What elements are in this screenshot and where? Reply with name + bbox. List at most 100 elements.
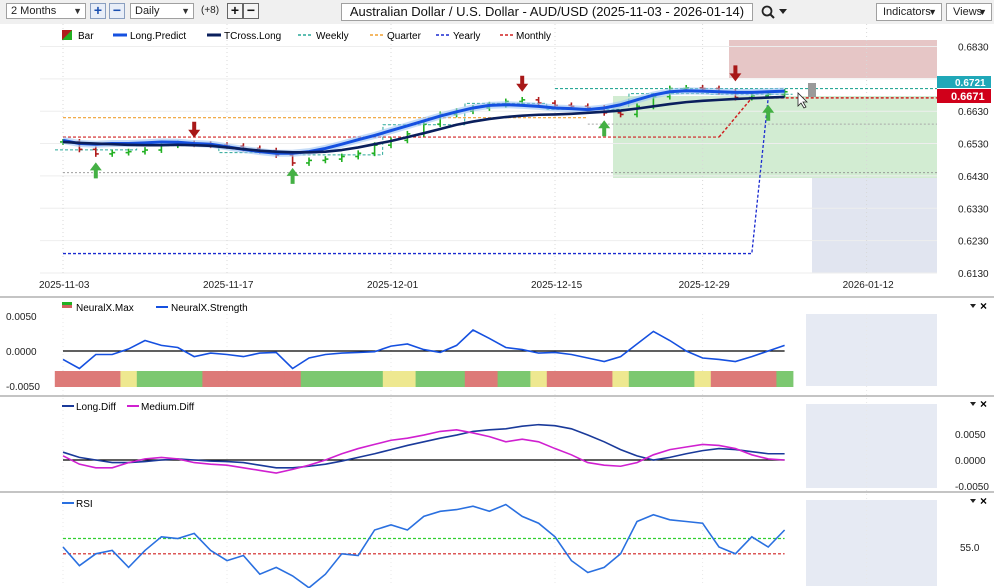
zoom-out-button[interactable]: − <box>109 3 125 19</box>
neuralx-max-block <box>481 371 499 387</box>
prev-price-badge <box>937 76 991 88</box>
forecast-zone <box>806 500 937 586</box>
neuralx-max-block <box>530 371 548 387</box>
y-tick-label: 0.6430 <box>958 172 989 183</box>
neuralx-max-block <box>218 371 236 387</box>
collapse-icon[interactable] <box>970 499 976 503</box>
legend-long-predict: Long.Predict <box>130 31 186 42</box>
neuralx-max-block <box>612 371 630 387</box>
chevron-down-icon: ▼ <box>978 7 987 17</box>
chevron-down-icon: ▼ <box>73 6 82 16</box>
neuralx-max-block <box>628 371 646 387</box>
legend-yearly: Yearly <box>453 31 480 42</box>
search-icon <box>761 5 787 19</box>
y-tick-label: 0.6330 <box>958 204 989 215</box>
collapse-icon[interactable] <box>970 402 976 406</box>
legend-weekly: Weekly <box>316 31 349 42</box>
sell-zone <box>729 40 937 78</box>
neuralx-max-block <box>251 371 269 387</box>
neuralx-max-block <box>399 371 417 387</box>
neuralx-max-block <box>54 371 72 387</box>
diff-legend: Long.Diff Medium.Diff <box>62 402 194 413</box>
y-tick-label: 0.0050 <box>6 312 37 323</box>
buy-signal-arrow <box>89 162 102 179</box>
bar-icon <box>62 305 72 308</box>
current-price-label: 0.6671 <box>951 91 985 103</box>
bar-icon <box>62 30 72 40</box>
neuralx-max-block <box>136 371 154 387</box>
neuralx-max-block <box>727 371 745 387</box>
x-tick-label: 2026-01-12 <box>843 280 895 291</box>
legend-medium-diff: Medium.Diff <box>141 402 194 413</box>
add-bar-button[interactable]: + <box>227 3 243 19</box>
search-button[interactable] <box>758 3 790 21</box>
neuralx-max-block <box>661 371 679 387</box>
x-tick-label: 2025-12-15 <box>531 280 583 291</box>
x-tick-label: 2025-12-29 <box>679 280 731 291</box>
legend-neuralx-max: NeuralX.Max <box>76 303 134 314</box>
buy-signal-arrow <box>286 167 299 184</box>
legend-rsi: RSI <box>76 499 93 510</box>
neuralx-max-block <box>694 371 712 387</box>
y-tick-label: 0.0050 <box>955 430 986 441</box>
forecast-zone <box>812 178 937 273</box>
y-tick-label: 0.0000 <box>6 347 37 358</box>
buy-signal-arrow <box>762 104 775 121</box>
neuralx-max-block <box>366 371 384 387</box>
plus-count: (+8) <box>201 5 220 16</box>
neuralx-max-block <box>596 371 613 387</box>
neuralx-max-block <box>645 371 663 387</box>
neural-legend: NeuralX.Max NeuralX.Strength <box>62 302 248 314</box>
views-button[interactable]: Views ▼ <box>946 3 992 21</box>
current-price-badge <box>937 89 991 103</box>
rsi-line <box>62 503 786 588</box>
legend-tcross-long: TCross.Long <box>224 31 281 42</box>
neuralx-max-block <box>432 371 449 387</box>
neuralx-max-block <box>415 371 433 387</box>
close-icon[interactable]: × <box>980 494 987 508</box>
collapse-icon[interactable] <box>970 304 976 308</box>
long-predict-line <box>62 89 785 155</box>
period-select[interactable]: 2 Months ▼ <box>6 3 86 19</box>
sell-signal-arrow <box>188 121 201 138</box>
neuralx-max-block <box>497 371 515 387</box>
views-label: Views <box>953 6 983 18</box>
neuralx-max-block <box>743 371 761 387</box>
neuralx-max-block <box>760 371 777 387</box>
y-tick-label: 0.6130 <box>958 269 989 280</box>
chart-area[interactable]: 0.68300.67300.66300.65300.64300.63300.62… <box>0 24 994 588</box>
buy-zone <box>613 96 937 178</box>
legend-neuralx-strength: NeuralX.Strength <box>171 303 248 314</box>
drag-handle[interactable] <box>808 83 816 97</box>
y-tick-label: 0.6630 <box>958 107 989 118</box>
remove-bar-button[interactable]: − <box>243 3 259 19</box>
y-tick-label: 0.6230 <box>958 237 989 248</box>
neuralx-max-block <box>268 371 285 387</box>
close-icon[interactable]: × <box>980 299 987 313</box>
forecast-zone <box>806 404 937 488</box>
neuralx-max-block <box>464 371 482 387</box>
close-icon[interactable]: × <box>980 397 987 411</box>
y-tick-label: -0.0050 <box>955 482 989 493</box>
neuralx-max-block <box>284 371 302 387</box>
neuralx-max-block <box>104 371 121 387</box>
neuralx-max-block <box>186 371 203 387</box>
cursor-icon <box>797 92 808 109</box>
neuralx-max-block <box>579 371 597 387</box>
neuralx-max-block <box>87 371 105 387</box>
neuralx-max-block <box>563 371 581 387</box>
chevron-down-icon: ▼ <box>181 6 190 16</box>
forecast-zone <box>806 314 937 386</box>
tcross-long-line <box>62 95 785 154</box>
y-tick-label: -0.0050 <box>6 382 40 393</box>
neuralx-max-block <box>317 371 335 387</box>
period-select-value: 2 Months <box>11 5 57 17</box>
indicators-button[interactable]: Indicators ▼ <box>876 3 942 21</box>
y-tick-label: 0.0000 <box>955 456 986 467</box>
neuralx-max-block <box>333 371 351 387</box>
interval-select[interactable]: Daily ▼ <box>130 3 194 19</box>
zoom-in-button[interactable]: + <box>90 3 106 19</box>
neuralx-max-block <box>71 371 89 387</box>
legend-quarter: Quarter <box>387 31 422 42</box>
neuralx-max-block <box>300 371 318 387</box>
